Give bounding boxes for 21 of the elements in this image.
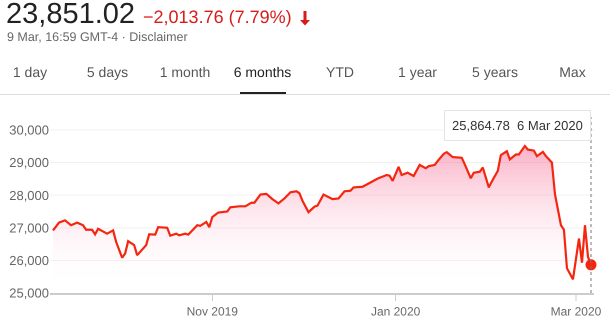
y-tick-label: 28,000 (9, 188, 49, 203)
x-tick-label: Jan 2020 (370, 304, 421, 318)
text: 5 years (471, 64, 519, 80)
text: YTD (325, 64, 355, 80)
y-tick-label: 30,000 (9, 122, 49, 138)
text: 1 year (397, 64, 438, 80)
ref-line-label: 25,864.78 6 Mar 2020 (452, 118, 583, 133)
chart-subtitle: 9 Mar, 16:59 GMT-4 · Disclaimer (7, 30, 188, 44)
text: 1 day (12, 64, 48, 80)
text: 1 month (158, 64, 212, 80)
y-tick-label: 26,000 (9, 252, 49, 268)
text: −2,013.76 (7.79%) (143, 7, 292, 28)
x-tick-label: Nov 2019 (186, 304, 238, 318)
text: 5 days (86, 64, 130, 80)
text: Max (558, 64, 587, 80)
y-tick-label: 25,000 (9, 286, 49, 301)
chart-title: 23,851.02 (6, 0, 136, 31)
y-tick-label: 27,000 (9, 220, 49, 236)
x-tick-label: Mar 2020 (550, 304, 602, 318)
text: 6 months (232, 64, 292, 80)
y-tick-label: 29,000 (9, 155, 49, 170)
